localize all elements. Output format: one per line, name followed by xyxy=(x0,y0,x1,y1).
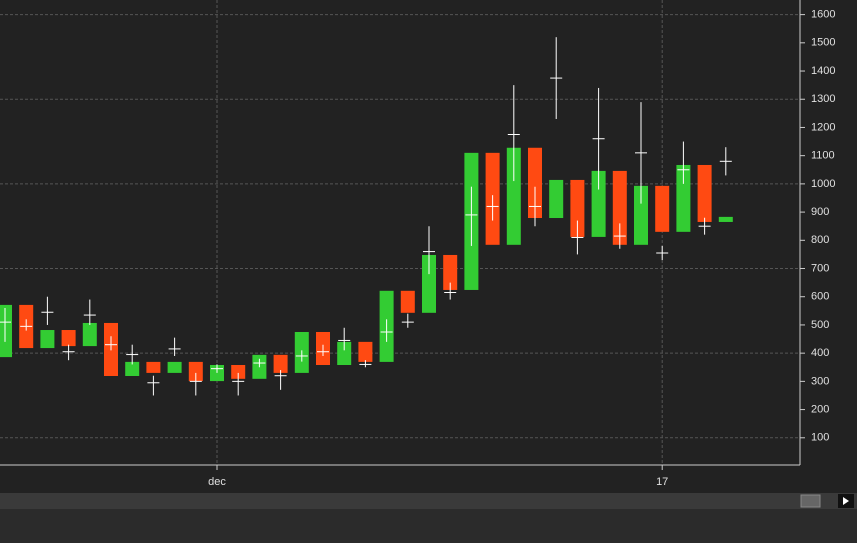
candle-body xyxy=(506,147,521,245)
y-tick-label: 400 xyxy=(811,347,829,359)
candle-body xyxy=(82,322,97,347)
candle-body xyxy=(655,185,670,232)
x-tick-label: dec xyxy=(208,476,226,488)
y-tick-label: 1500 xyxy=(811,37,835,49)
candle-body xyxy=(443,254,458,290)
candle-body xyxy=(400,290,415,313)
candle-body xyxy=(697,164,712,222)
y-tick-label: 1600 xyxy=(811,9,835,21)
candle-body xyxy=(591,170,606,237)
arrow-icon xyxy=(843,497,849,505)
y-tick-label: 1100 xyxy=(811,150,835,162)
candle-body xyxy=(549,179,564,219)
y-tick-label: 1000 xyxy=(811,178,835,190)
y-tick-label: 500 xyxy=(811,319,829,331)
scrollbar[interactable] xyxy=(0,493,857,509)
y-tick-label: 1300 xyxy=(811,93,835,105)
candle-body xyxy=(358,341,373,362)
candle-body xyxy=(676,164,691,232)
candle-body xyxy=(188,361,203,382)
candle-body xyxy=(634,185,648,245)
y-tick-label: 1200 xyxy=(811,121,835,133)
y-tick-label: 700 xyxy=(811,262,829,274)
y-tick-label: 800 xyxy=(811,234,829,246)
candle-body xyxy=(61,330,76,347)
candle-body xyxy=(125,361,140,377)
candle-body xyxy=(422,254,436,313)
candle-body xyxy=(231,365,246,379)
y-tick-label: 200 xyxy=(811,403,829,415)
candle-body xyxy=(40,330,55,349)
candle-body xyxy=(528,147,542,219)
y-tick-label: 900 xyxy=(811,206,829,218)
y-tick-label: 1400 xyxy=(811,65,835,77)
candle-body xyxy=(0,304,12,358)
y-tick-label: 100 xyxy=(811,432,829,444)
candle-body xyxy=(337,341,352,366)
candle-body xyxy=(718,216,733,222)
x-tick-label: 17 xyxy=(656,476,668,488)
candle-body xyxy=(273,354,288,373)
candle-body xyxy=(570,179,585,237)
candle-body xyxy=(167,361,182,373)
candle-body xyxy=(612,170,627,245)
y-tick-label: 600 xyxy=(811,291,829,303)
y-tick-label: 300 xyxy=(811,375,829,387)
scroll-thumb[interactable] xyxy=(800,494,821,508)
candle-body xyxy=(146,361,161,373)
